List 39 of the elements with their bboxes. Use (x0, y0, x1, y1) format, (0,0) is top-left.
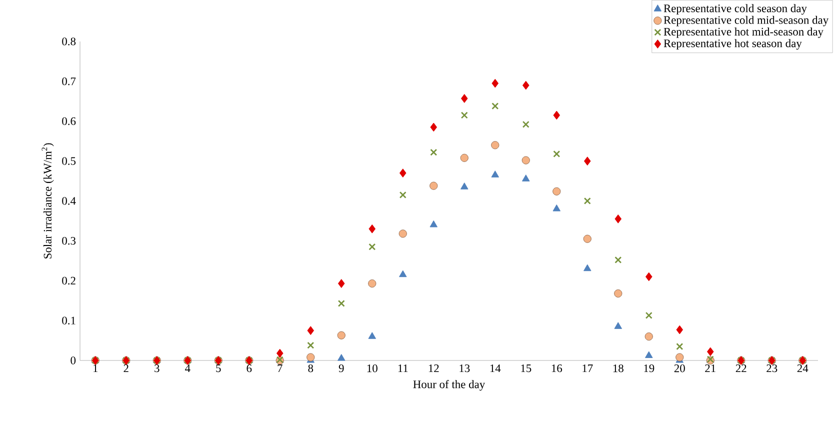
x-tick-label: 12 (428, 364, 439, 372)
legend-label: Representative cold season day (664, 4, 807, 14)
x-tick-label: 1 (94, 364, 98, 372)
legend-label: Representative cold mid-season day (664, 16, 829, 26)
x-tick-label: 17 (582, 364, 593, 372)
x-axis-title: Hour of the day (413, 380, 486, 390)
x-tick-label: 22 (736, 364, 746, 372)
legend-label: Representative hot mid-season day (664, 27, 824, 38)
x-tick-label: 19 (644, 364, 654, 372)
x-tick-label: 2 (124, 364, 128, 372)
y-tick-label: 0.2 (62, 276, 76, 284)
y-tick-label: 0.3 (62, 236, 76, 244)
y-tick-label: 0.1 (62, 316, 76, 324)
x-tick-label: 4 (184, 364, 190, 372)
x-tick-label: 16 (552, 364, 562, 372)
x-tick-label: 10 (367, 364, 378, 372)
x-tick-label: 8 (308, 364, 314, 372)
x-tick-label: 3 (154, 364, 160, 372)
y-axis-title: Solar irradiance (kW/m$^{2}$) (42, 143, 54, 258)
y-tick-label: 0.4 (62, 196, 76, 205)
x-tick-label: 21 (705, 364, 716, 372)
x-tick-label: 24 (797, 364, 808, 372)
x-tick-label: 18 (613, 364, 624, 372)
x-tick-label: 13 (460, 364, 470, 372)
x-tick-label: 20 (674, 364, 685, 372)
x-tick-label: 5 (216, 364, 221, 372)
x-tick-label: 14 (490, 364, 501, 372)
y-tick-label: 0.8 (62, 37, 76, 46)
x-tick-label: 11 (398, 364, 408, 372)
y-tick-label: 0 (70, 356, 76, 364)
y-tick-label: 0.5 (62, 156, 76, 165)
y-tick-label: 0.7 (62, 77, 76, 85)
x-tick-label: 9 (338, 364, 344, 372)
x-tick-label: 6 (246, 364, 252, 372)
x-tick-label: 7 (278, 364, 282, 372)
y-tick-label: 0.6 (62, 117, 76, 125)
legend-label: Representative hot season day (664, 38, 802, 50)
x-tick-label: 15 (521, 364, 532, 372)
x-tick-label: 23 (766, 364, 778, 372)
